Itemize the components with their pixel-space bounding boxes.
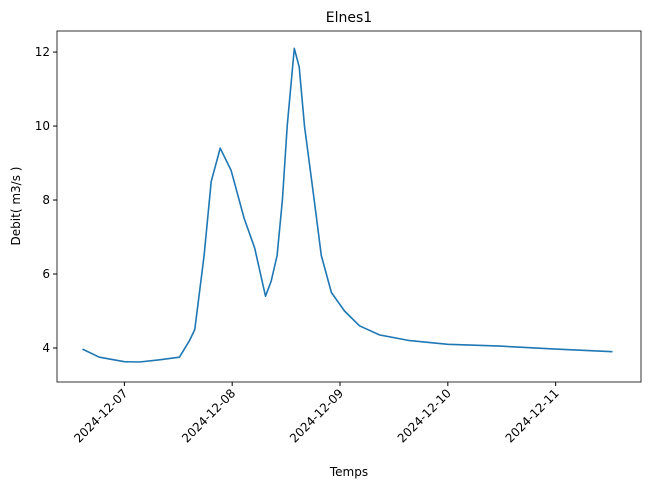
x-tick-label: 2024-12-07: [71, 386, 130, 445]
y-tick-label: 12: [35, 45, 50, 59]
x-tick-label: 2024-12-10: [395, 386, 454, 445]
y-axis-label: Debit( m3/s ): [9, 167, 23, 246]
y-tick-label: 6: [42, 267, 50, 281]
y-tick-label: 4: [42, 341, 50, 355]
y-tick-label: 8: [42, 193, 50, 207]
x-tick-label: 2024-12-11: [503, 386, 562, 445]
x-tick-label: 2024-12-08: [179, 386, 238, 445]
data-line: [82, 47, 613, 363]
plot-frame: [56, 30, 642, 383]
y-tick-label: 10: [35, 119, 50, 133]
x-axis-label: Temps: [329, 465, 368, 479]
x-tick-label: 2024-12-09: [287, 386, 346, 445]
chart-title: Elnes1: [326, 10, 372, 26]
